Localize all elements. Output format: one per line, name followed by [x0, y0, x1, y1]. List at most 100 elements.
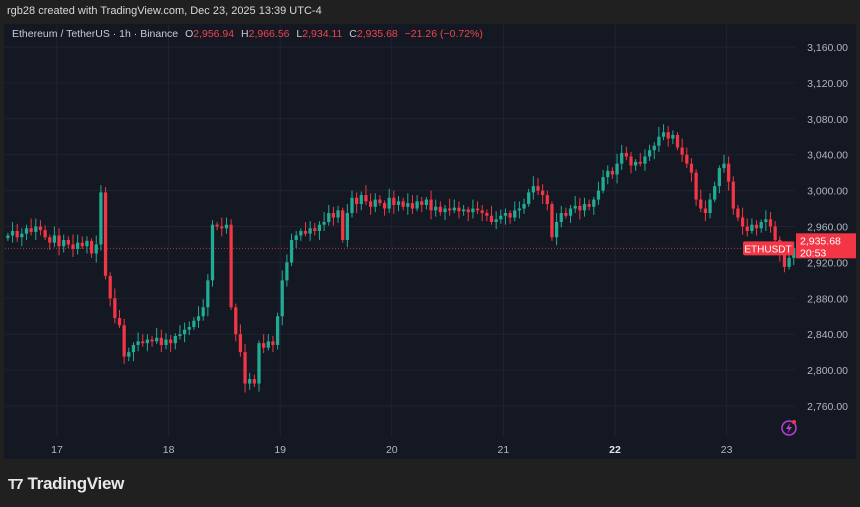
candle-body — [657, 136, 661, 146]
candle-body — [350, 197, 354, 214]
candle-body — [443, 208, 447, 213]
candle-body — [378, 199, 382, 204]
candle-body — [43, 230, 47, 238]
candle-body — [438, 206, 442, 213]
candle-body — [164, 339, 168, 345]
candle-body — [359, 195, 363, 205]
y-tick-label: 3,160.00 — [807, 42, 848, 54]
y-tick-label: 3,080.00 — [807, 114, 848, 126]
candle-body — [545, 195, 549, 205]
candle-body — [289, 239, 294, 263]
candle-body — [173, 335, 177, 344]
candle-body — [541, 190, 545, 196]
candle-body — [666, 132, 670, 139]
lightning-icon[interactable] — [781, 420, 797, 436]
candle-body — [694, 172, 698, 200]
candle-body — [99, 192, 103, 245]
candle-body — [392, 197, 396, 205]
candle-body — [15, 230, 19, 238]
candle-body — [80, 242, 84, 247]
candle-body — [66, 239, 70, 245]
high-label: H — [241, 28, 249, 40]
candle-body — [345, 213, 349, 240]
y-tick-label: 2,840.00 — [807, 329, 848, 341]
candle-body — [489, 215, 494, 223]
candle-body — [643, 156, 647, 164]
candle-body — [568, 208, 573, 216]
candle-body — [336, 210, 340, 218]
candle-body — [178, 334, 182, 336]
candle-body — [364, 195, 368, 202]
tradingview-logo-icon: T7 — [8, 475, 23, 493]
candle-body — [680, 147, 684, 155]
candle-body — [564, 213, 568, 216]
candle-body — [159, 337, 163, 345]
candle-body — [113, 298, 117, 319]
candle-body — [387, 197, 391, 209]
x-tick-label: 23 — [721, 444, 733, 456]
candle-body — [415, 201, 419, 209]
high-value: 2,966.56 — [248, 28, 290, 40]
open-value: 2,956.94 — [193, 28, 235, 40]
candle-body — [596, 190, 601, 200]
open-label: O — [185, 28, 194, 40]
candle-body — [38, 226, 43, 231]
y-tick-label: 2,880.00 — [807, 293, 848, 305]
low-value: 2,934.11 — [302, 28, 343, 40]
candle-body — [554, 222, 559, 238]
candle-body — [10, 230, 15, 236]
candle-body — [713, 186, 717, 200]
candle-body — [601, 177, 605, 191]
candle-body — [471, 208, 475, 213]
candle-body — [703, 208, 708, 214]
candle-body — [196, 316, 201, 321]
candle-body — [448, 208, 452, 211]
candle-body — [238, 334, 243, 353]
candle-body — [243, 352, 247, 384]
close-label: C — [349, 28, 357, 40]
candle-body — [582, 204, 587, 211]
candle-body — [647, 150, 652, 157]
candle-body — [294, 235, 298, 240]
candle-body — [206, 280, 210, 308]
logo-text: TradingView — [27, 474, 125, 493]
candle-body — [6, 235, 10, 239]
candle-body — [503, 213, 508, 216]
candle-body — [708, 199, 712, 214]
candle-body — [215, 224, 219, 227]
candle-body — [20, 233, 24, 238]
candle-body — [615, 163, 619, 175]
candle-body — [457, 207, 461, 212]
candle-body — [355, 197, 359, 205]
candle-body — [368, 201, 373, 207]
candle-body — [620, 152, 624, 164]
candle-body — [396, 201, 401, 205]
candle-body — [252, 379, 256, 384]
candle-body — [155, 337, 159, 342]
candle-body — [192, 320, 196, 328]
candle-body — [527, 192, 531, 205]
candle-body — [257, 343, 261, 384]
candle-body — [89, 240, 94, 254]
candle-body — [773, 226, 777, 240]
candle-body — [550, 204, 554, 238]
chart-panel[interactable] — [4, 24, 856, 459]
low-label: L — [296, 28, 303, 40]
candle-body — [29, 228, 33, 232]
candle-body — [76, 242, 80, 249]
y-tick-label: 3,040.00 — [807, 150, 848, 162]
candle-body — [136, 341, 140, 345]
candle-body — [522, 204, 526, 209]
candle-body — [722, 163, 726, 169]
candle-body — [475, 208, 480, 211]
candle-body — [652, 145, 656, 151]
candle-body — [322, 222, 326, 225]
candle-body — [480, 210, 484, 214]
candle-body — [187, 327, 191, 330]
symbol-title[interactable]: Ethereum / TetherUS · 1h · Binance — [12, 28, 179, 40]
candle-body — [24, 228, 29, 234]
candle-body — [452, 207, 456, 211]
tradingview-logo: T7 TradingView — [8, 474, 124, 494]
candle-body — [401, 201, 405, 207]
